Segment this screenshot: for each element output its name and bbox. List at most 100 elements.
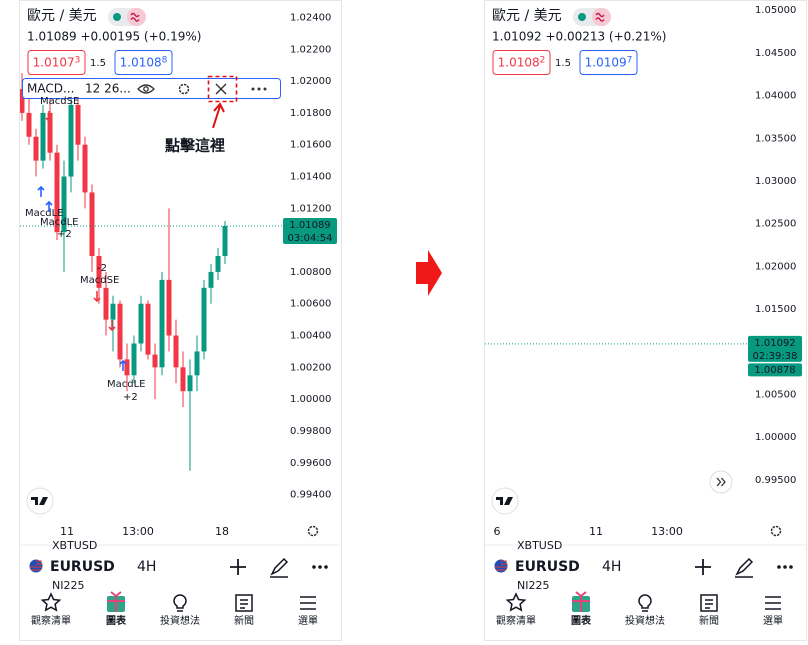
chart-style-toggle[interactable] — [573, 8, 611, 26]
nav-label[interactable]: 圖表 — [571, 614, 592, 627]
price-button-label[interactable]: 1.01082 — [498, 55, 546, 69]
candle-body — [103, 287, 109, 320]
more-dot[interactable] — [789, 565, 793, 569]
chart-style-toggle[interactable] — [108, 8, 146, 26]
signal-arrow — [45, 200, 53, 212]
price-button[interactable] — [27, 50, 86, 75]
nav-icon[interactable] — [40, 592, 62, 612]
candle-body — [40, 112, 46, 161]
y-tick-label: 1.01800 — [290, 108, 331, 119]
interval[interactable]: 4H — [602, 559, 621, 575]
x-tick-label: 6 — [494, 525, 501, 538]
candle-body — [187, 375, 193, 392]
pointer-arrow — [212, 102, 225, 129]
price-button-label[interactable]: 1.01073 — [33, 55, 81, 69]
nav-icon[interactable] — [638, 594, 652, 612]
flag-icon[interactable] — [494, 559, 508, 573]
y-tick-label: 1.00200 — [290, 362, 331, 373]
highlight-box — [207, 75, 238, 103]
candle-body — [131, 343, 137, 376]
y-tick-label: 1.04000 — [755, 91, 796, 102]
nav-label[interactable]: 新聞 — [699, 614, 719, 627]
quote: 1.01092 +0.00213 (+0.21%) — [492, 30, 666, 44]
eye-icon[interactable] — [137, 84, 155, 94]
candle-body — [26, 112, 32, 137]
more-dot[interactable] — [312, 565, 316, 569]
signal-arrow — [93, 291, 101, 303]
symbol[interactable]: EURUSD — [50, 559, 115, 575]
nav-label[interactable]: 新聞 — [234, 614, 254, 627]
more-dot[interactable] — [263, 87, 267, 91]
more-dot[interactable] — [257, 87, 261, 91]
price-button[interactable] — [579, 50, 638, 75]
add-icon[interactable] — [230, 559, 246, 575]
price-pip: 8 — [162, 55, 168, 65]
x-tick-label: 13:00 — [122, 525, 154, 538]
nav-icon[interactable] — [173, 594, 187, 612]
candle-body — [222, 225, 228, 257]
nav-label[interactable]: 選單 — [298, 614, 318, 627]
y-tick-label: 1.00000 — [290, 394, 331, 405]
more-dot[interactable] — [783, 565, 787, 569]
draw-icon[interactable] — [270, 557, 289, 578]
nav-label[interactable]: 投資想法 — [160, 614, 200, 627]
x-tick-label: 13:00 — [651, 525, 683, 538]
more-dot[interactable] — [318, 565, 322, 569]
nav-label[interactable]: 觀察清單 — [31, 614, 71, 627]
y-tick-label: 1.01200 — [290, 203, 331, 214]
price-button[interactable] — [114, 50, 173, 75]
more-dot[interactable] — [777, 565, 781, 569]
annotation: 點擊這裡 — [165, 137, 225, 155]
nav-icon[interactable] — [300, 596, 316, 610]
nav-label[interactable]: 觀察清單 — [496, 614, 536, 627]
candle-body — [166, 279, 172, 336]
strategy-signal: MacdLE — [40, 217, 79, 228]
interval[interactable]: 4H — [137, 559, 156, 575]
strategy-signal: +2 — [123, 392, 138, 403]
y-tick-label: 1.03000 — [755, 176, 796, 187]
pair-title[interactable]: 歐元 / 美元 — [27, 8, 97, 24]
y-tick-label: 1.02000 — [755, 261, 796, 272]
add-icon[interactable] — [695, 559, 711, 575]
price-button-label[interactable]: 1.01097 — [585, 55, 633, 69]
price-pip: 7 — [627, 55, 633, 65]
y-tick-label: 1.00000 — [755, 432, 796, 443]
nav-icon[interactable] — [505, 592, 527, 612]
more-dot[interactable] — [324, 565, 328, 569]
toggle-wave — [130, 12, 140, 22]
signal-arrow — [45, 111, 53, 123]
symbol[interactable]: EURUSD — [515, 559, 580, 575]
nav-label[interactable]: 投資想法 — [625, 614, 665, 627]
countdown-label: 03:04:54 — [288, 233, 333, 244]
gear-icon[interactable] — [178, 83, 190, 95]
close-icon[interactable] — [215, 83, 227, 95]
pair-title[interactable]: 歐元 / 美元 — [492, 8, 562, 24]
y-tick-label: 1.00500 — [755, 389, 796, 400]
settings-icon[interactable] — [770, 525, 782, 537]
candle-body — [117, 303, 123, 360]
flag-stripes — [495, 560, 508, 571]
right-screen-frame — [484, 0, 807, 641]
nav-icon[interactable] — [765, 596, 781, 610]
draw-icon[interactable] — [735, 557, 754, 578]
candle-body — [201, 287, 207, 352]
x-tick-label: 11 — [60, 525, 74, 538]
nav-label[interactable]: 選單 — [763, 614, 783, 627]
y-tick-label: 1.02200 — [290, 44, 331, 55]
last-price-box — [283, 217, 337, 244]
y-tick-label: 1.01400 — [290, 172, 331, 183]
flag-icon[interactable] — [29, 559, 43, 573]
nav-label[interactable]: 圖表 — [106, 614, 127, 627]
flag-stripes — [30, 560, 43, 571]
y-tick-label: 1.00400 — [290, 331, 331, 342]
y-tick-label: 1.01600 — [290, 140, 331, 151]
candle-body — [82, 144, 88, 193]
settings-icon[interactable] — [307, 525, 319, 537]
price-button[interactable] — [492, 50, 551, 75]
nav-icon[interactable] — [700, 594, 718, 612]
price-button-label[interactable]: 1.01088 — [120, 55, 168, 69]
price-main: 1.0108 — [120, 55, 162, 69]
more-dot[interactable] — [251, 87, 255, 91]
nav-icon[interactable] — [235, 594, 253, 612]
